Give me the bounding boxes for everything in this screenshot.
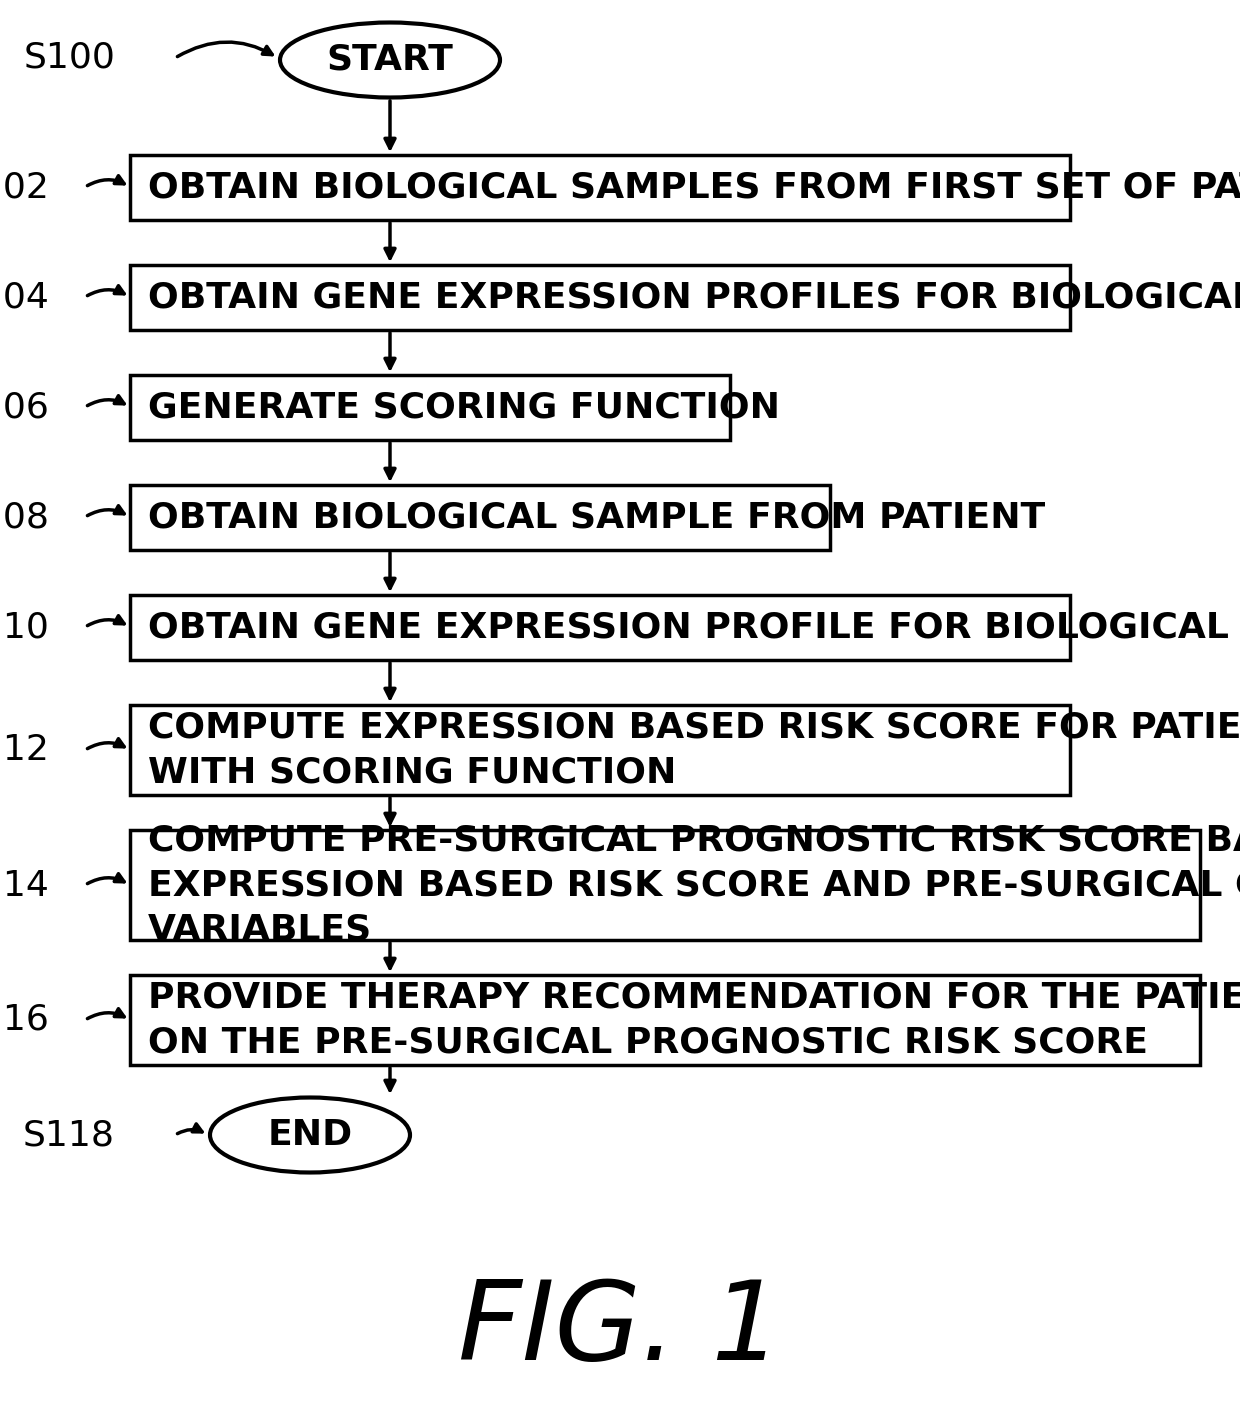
Text: OBTAIN GENE EXPRESSION PROFILES FOR BIOLOGICAL SAMPLES: OBTAIN GENE EXPRESSION PROFILES FOR BIOL…: [148, 280, 1240, 314]
Text: S114: S114: [0, 868, 50, 901]
Text: S112: S112: [0, 733, 50, 767]
Text: START: START: [326, 43, 454, 77]
Text: S110: S110: [0, 610, 50, 644]
Bar: [130, 374, 730, 440]
Text: COMPUTE EXPRESSION BASED RISK SCORE FOR PATIENT
WITH SCORING FUNCTION: COMPUTE EXPRESSION BASED RISK SCORE FOR …: [148, 711, 1240, 789]
Text: S102: S102: [0, 170, 50, 205]
Bar: [130, 705, 1070, 795]
Text: S100: S100: [24, 41, 115, 74]
Text: S106: S106: [0, 390, 50, 423]
Bar: [130, 485, 830, 550]
Text: S116: S116: [0, 1002, 50, 1037]
Bar: [130, 594, 1070, 660]
Text: PROVIDE THERAPY RECOMMENDATION FOR THE PATIENT BASED
ON THE PRE-SURGICAL PROGNOS: PROVIDE THERAPY RECOMMENDATION FOR THE P…: [148, 980, 1240, 1060]
Text: S118: S118: [24, 1117, 115, 1152]
Text: S108: S108: [0, 501, 50, 534]
Text: FIG. 1: FIG. 1: [458, 1276, 782, 1384]
Bar: [130, 156, 1070, 220]
Text: OBTAIN GENE EXPRESSION PROFILE FOR BIOLOGICAL SAMPLE: OBTAIN GENE EXPRESSION PROFILE FOR BIOLO…: [148, 610, 1240, 644]
Bar: [130, 265, 1070, 329]
Text: OBTAIN BIOLOGICAL SAMPLE FROM PATIENT: OBTAIN BIOLOGICAL SAMPLE FROM PATIENT: [148, 501, 1045, 534]
Text: END: END: [268, 1117, 352, 1152]
Text: S104: S104: [0, 280, 50, 314]
Text: COMPUTE PRE-SURGICAL PROGNOSTIC RISK SCORE BASED ON THE
EXPRESSION BASED RISK SC: COMPUTE PRE-SURGICAL PROGNOSTIC RISK SCO…: [148, 823, 1240, 946]
Bar: [130, 974, 1200, 1066]
Text: GENERATE SCORING FUNCTION: GENERATE SCORING FUNCTION: [148, 390, 780, 423]
Bar: [130, 830, 1200, 939]
Text: OBTAIN BIOLOGICAL SAMPLES FROM FIRST SET OF PATIENTS: OBTAIN BIOLOGICAL SAMPLES FROM FIRST SET…: [148, 170, 1240, 205]
